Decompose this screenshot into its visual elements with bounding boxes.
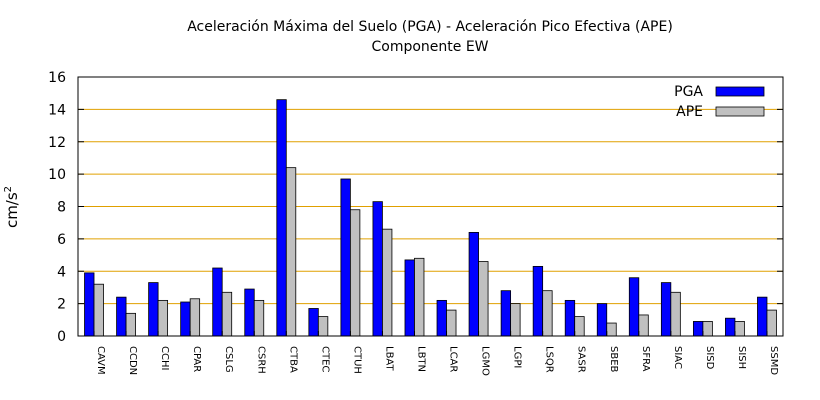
x-tick-label: LGMO <box>480 346 491 376</box>
legend-label-pga: PGA <box>674 84 703 100</box>
bar-ape-ctba <box>285 167 297 337</box>
chart-title-line1: Aceleración Máxima del Suelo (PGA) - Ace… <box>187 19 673 35</box>
gridlines <box>78 108 783 305</box>
bar-pga-ccdn <box>116 296 127 337</box>
bar-ape-lcar <box>446 309 457 337</box>
y-tick-label: 12 <box>48 135 66 151</box>
bar-ape-sfra <box>638 314 649 337</box>
x-tick-label: SISD <box>704 346 715 370</box>
y-axis-label-sup: 2 <box>3 186 14 192</box>
bar-pga-siac <box>660 282 672 337</box>
x-tick-label: LCAR <box>448 346 459 372</box>
bar-ape-lbtn <box>414 257 425 337</box>
bar-pga-sasr <box>564 299 576 337</box>
bar-pga-cavm <box>84 272 95 337</box>
x-tick-label: SASR <box>576 346 587 373</box>
x-tick-label: LBTN <box>415 346 426 372</box>
bar-ape-sasr <box>574 316 585 337</box>
x-tick-label: CTBA <box>287 346 298 373</box>
bar-ape-siac <box>670 291 681 337</box>
x-tick-label: SIAC <box>672 346 683 369</box>
chart-title-line2: Componente EW <box>371 39 488 55</box>
bar-pga-lbtn <box>404 259 415 337</box>
x-tick-label: CAVM <box>95 346 106 375</box>
bar-pga-lcar <box>436 299 447 337</box>
y-tick-label: 16 <box>48 70 66 86</box>
x-tick-label: CTUH <box>351 346 362 374</box>
bar-ape-csrh <box>253 299 265 337</box>
bar-ape-cpar <box>189 298 201 337</box>
x-tick-label: LBAT <box>383 346 394 371</box>
bar-pga-ctuh <box>340 178 351 337</box>
legend-swatch-pga <box>715 86 765 97</box>
y-tick-label: 8 <box>57 200 66 216</box>
x-tick-label: SFRA <box>640 346 651 372</box>
bar-pga-cslg <box>212 267 223 337</box>
x-tick-label: CCDN <box>127 346 138 375</box>
bar-pga-lgmo <box>468 231 479 337</box>
bar-pga-ctba <box>276 99 287 337</box>
legend-label-ape: APE <box>676 104 703 120</box>
bar-ape-ctec <box>317 316 329 337</box>
bar-ape-ccdn <box>125 312 136 337</box>
bar-ape-cavm <box>93 283 104 337</box>
bar-ape-lsqr <box>542 290 553 337</box>
bar-pga-cpar <box>180 301 191 337</box>
bar-pga-sbeb <box>596 303 608 337</box>
bar-pga-lgpi <box>500 290 512 337</box>
bar-ape-lbat <box>382 228 393 337</box>
x-tick-label: CSLG <box>223 346 234 373</box>
bar-ape-ssmd <box>766 309 777 337</box>
bars <box>84 99 777 337</box>
bar-pga-lsqr <box>532 265 544 337</box>
bar-ape-sish <box>734 321 745 337</box>
x-tick-label: CTEC <box>319 346 330 372</box>
y-tick-label: 2 <box>57 297 66 313</box>
bar-pga-cchi <box>148 282 159 337</box>
bar-ape-cslg <box>221 291 233 337</box>
y-tick-label: 6 <box>57 232 66 248</box>
x-tick-label: LGPI <box>512 346 523 368</box>
bar-pga-ssmd <box>757 296 768 337</box>
bar-ape-cchi <box>157 299 169 337</box>
x-tick-label: CPAR <box>191 346 202 372</box>
bar-pga-ctec <box>308 308 319 337</box>
y-axis-label: cm/s2 <box>3 186 21 228</box>
x-tick-label: SISH <box>736 346 747 369</box>
x-tick-label: SSMD <box>768 346 779 375</box>
y-axis-label-unit: cm/s <box>3 192 21 228</box>
bar-pga-csrh <box>244 288 255 337</box>
x-tick-label: CCHI <box>159 346 170 370</box>
bar-ape-sisd <box>702 321 713 337</box>
bar-pga-sisd <box>692 321 704 337</box>
bar-pga-sish <box>725 317 736 337</box>
bar-ape-sbeb <box>606 322 617 337</box>
x-tick-label: LSQR <box>544 346 555 373</box>
bar-pga-sfra <box>628 277 640 337</box>
bar-ape-lgmo <box>478 261 489 337</box>
y-tick-label: 14 <box>48 102 66 118</box>
y-tick-label: 4 <box>57 264 66 280</box>
x-tick-label: CSRH <box>255 346 266 374</box>
bar-ape-ctuh <box>349 209 361 337</box>
bar-ape-lgpi <box>510 303 521 337</box>
y-tick-label: 0 <box>57 329 66 345</box>
x-tick-label: SBEB <box>608 346 619 373</box>
bar-pga-lbat <box>372 201 383 337</box>
x-axis: CAVM CCDN CCHI CPAR CSLG CSRH CTBA CTEC CTUH LBAT… <box>93 331 779 376</box>
y-tick-label: 10 <box>48 167 66 183</box>
legend-swatch-ape <box>715 106 765 117</box>
y-axis: 0 2 4 6 8 10 12 14 16 <box>48 70 783 345</box>
legend: PGA APE <box>674 84 765 120</box>
